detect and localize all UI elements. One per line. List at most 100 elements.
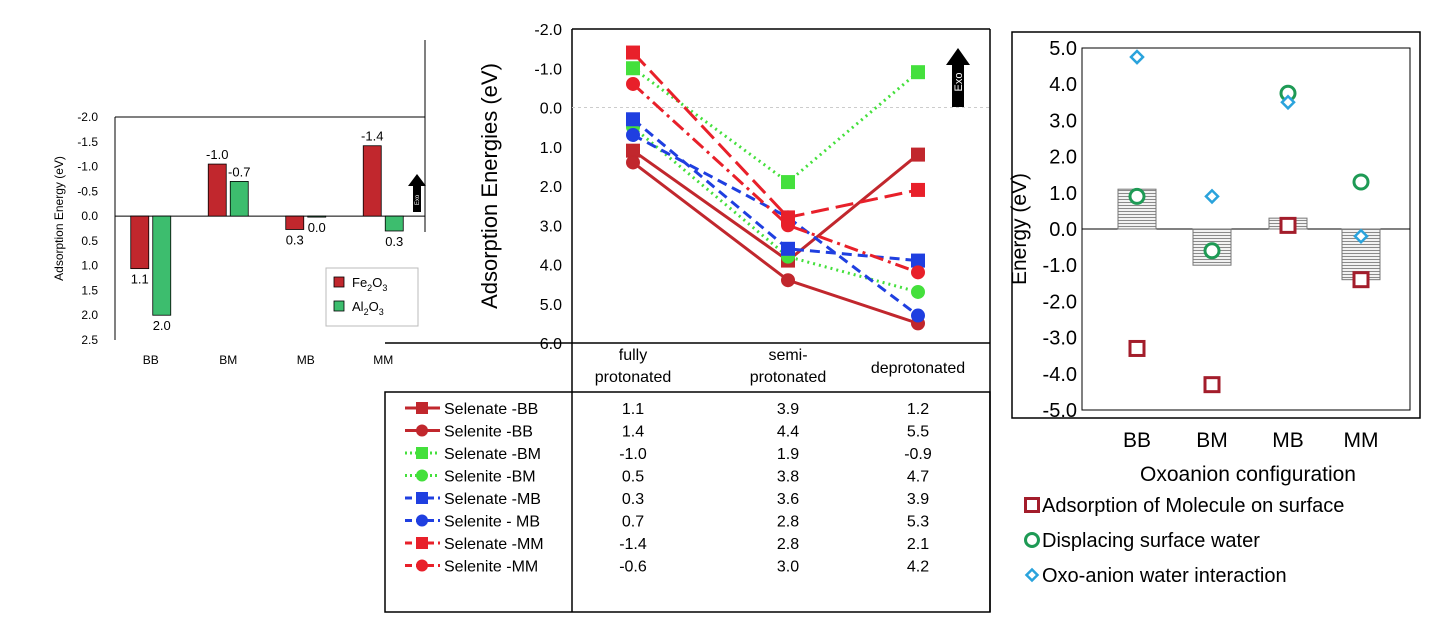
y-tick-label: -0.5	[77, 184, 98, 198]
data-point	[1129, 49, 1145, 65]
legend-entry: Selenite -BM	[405, 469, 536, 486]
legend-label: Adsorption of Molecule on surface	[1042, 495, 1344, 517]
x-tick-label: MM	[373, 353, 393, 367]
legend-entry: Adsorption of Molecule on surface	[1024, 495, 1344, 517]
legend-label: Selenate -MB	[444, 491, 541, 508]
x-tick-label: MB	[1272, 429, 1304, 452]
data-point	[1204, 188, 1220, 205]
legend-label: Fe2O3	[352, 275, 387, 293]
table-cell: 1.4	[622, 424, 644, 441]
data-point	[1280, 94, 1296, 111]
y-tick-label: 0.5	[81, 234, 98, 248]
series-adsorption-of-molecule-on-surface	[1128, 216, 1370, 394]
legend-label: Selenate -BM	[444, 446, 541, 463]
y-tick-label: 4.0	[540, 258, 562, 275]
legend-swatch	[333, 276, 345, 288]
data-point	[911, 265, 925, 280]
legend-marker	[416, 469, 428, 482]
data-point	[626, 127, 640, 142]
x-axis-label: Oxoanion configuration	[1140, 463, 1356, 486]
exo-arrow-label: Exo	[415, 194, 421, 205]
y-tick-label: -1.0	[77, 160, 98, 174]
y-tick-label: 2.5	[81, 333, 98, 347]
legend-marker	[416, 447, 428, 459]
legend-marker	[416, 402, 428, 414]
data-point	[1128, 187, 1146, 205]
data-label: 0.0	[308, 220, 326, 235]
y-axis-label: Adsorption Energy (eV)	[52, 156, 66, 281]
y-axis-label: Energy (eV)	[1008, 173, 1031, 285]
table-cell: 0.7	[622, 514, 644, 531]
y-tick-label: 3.0	[1049, 110, 1077, 132]
table-cell: 1.2	[907, 401, 929, 418]
table-cell: 3.8	[777, 469, 799, 486]
y-tick-label: 0.0	[540, 101, 562, 118]
y-tick-label: 1.0	[81, 259, 98, 273]
table-cell: 5.5	[907, 424, 929, 441]
legend-marker	[1024, 497, 1040, 513]
data-point	[1203, 242, 1221, 260]
y-tick-label: -3.0	[1043, 328, 1077, 350]
legend-marker	[416, 537, 428, 549]
data-point	[1203, 376, 1221, 394]
exo-arrow: Exo	[946, 48, 970, 107]
category-label: protonated	[595, 369, 672, 386]
chart-frame	[1011, 31, 1421, 419]
series-displacing-surface-water	[1128, 84, 1370, 260]
table-cell: -0.9	[904, 446, 932, 463]
legend: Fe2O3 Al2O3	[325, 267, 419, 327]
y-tick-label: -2.0	[1043, 291, 1077, 313]
y-tick-label: 1.0	[1049, 183, 1077, 205]
y-tick-label: -4.0	[1043, 364, 1077, 386]
table-cell: 3.6	[777, 491, 799, 508]
bar	[130, 215, 150, 270]
y-tick-label: -1.0	[1043, 255, 1077, 277]
bar	[152, 215, 172, 316]
data-point	[626, 155, 640, 170]
y-tick-label: -2.0	[77, 110, 98, 124]
data-point	[1279, 216, 1297, 234]
data-label: -1.0	[206, 147, 228, 162]
y-tick-label: 0.0	[81, 209, 98, 223]
data-table-border	[384, 391, 991, 613]
table-cell: 1.1	[622, 401, 644, 418]
series-oxo-anion-water-interaction	[1129, 49, 1369, 245]
data-point	[911, 284, 925, 299]
bar	[207, 163, 227, 217]
bar	[384, 215, 404, 232]
data-point	[1353, 228, 1369, 245]
legend-marker	[416, 424, 428, 437]
y-tick-label: 6.0	[540, 336, 562, 353]
legend-label: Displacing surface water	[1042, 530, 1260, 552]
legend-entry: Oxo-anion water interaction	[1024, 565, 1287, 587]
exo-arrow-label: Exo	[953, 73, 965, 92]
data-point	[911, 182, 925, 197]
legend-label: Selenite -MM	[444, 559, 538, 576]
legend-entry: Selenate -BM	[405, 446, 541, 463]
data-point	[781, 218, 795, 233]
data-point	[911, 65, 925, 80]
exo-arrow-shape	[408, 174, 426, 212]
data-label: 0.3	[286, 232, 304, 247]
legend-label: Selenite - MB	[444, 514, 540, 531]
data-point	[1128, 339, 1146, 357]
y-axis-label: Adsorption Energies (eV)	[477, 63, 502, 309]
legend-entry: Selenite - MB	[405, 514, 540, 531]
y-tick-label: -5.0	[1043, 400, 1077, 422]
table-cell: 2.8	[777, 536, 799, 553]
data-point	[1352, 271, 1370, 289]
bar	[307, 215, 327, 218]
category-label: deprotonated	[871, 360, 965, 377]
series-line	[632, 125, 919, 294]
bar	[362, 145, 382, 217]
y-tick-label: -2.0	[534, 22, 562, 39]
y-tick-label: 4.0	[1049, 74, 1077, 96]
exo-arrow-shape	[946, 48, 970, 107]
bar	[229, 181, 249, 217]
x-tick-label: BB	[1123, 429, 1151, 452]
legend-entry: Selenate -MB	[405, 491, 541, 508]
series-selenite-mm	[626, 76, 925, 280]
y-tick-label: 1.0	[540, 140, 562, 157]
bar-chart-fe2o3-al2o3: -2.0 -1.5 -1.0 -0.5 0.0 0.5 1.0 1.5 2.0 2.5 Adsorp…	[52, 40, 426, 367]
